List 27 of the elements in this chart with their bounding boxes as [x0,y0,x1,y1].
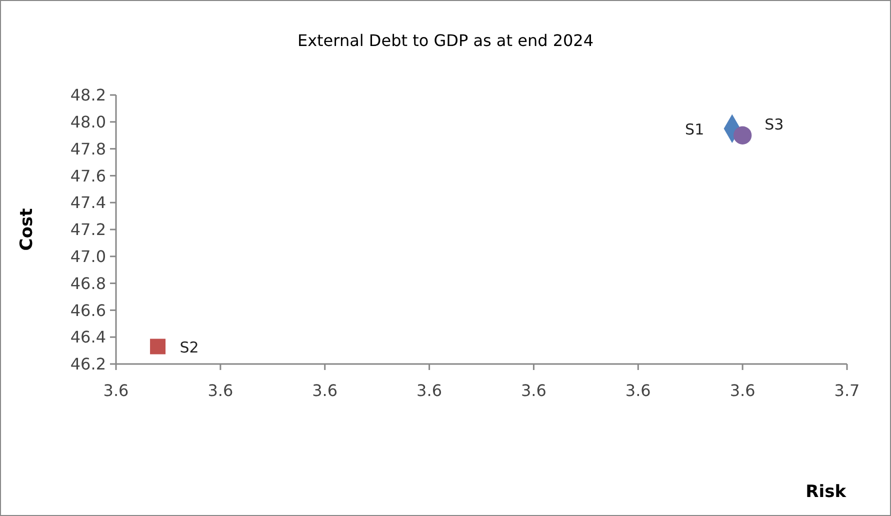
x-tick-label: 3.6 [312,381,338,400]
series-label: S2 [180,338,199,357]
x-tick-label: 3.6 [208,381,234,400]
x-tick-label: 3.6 [625,381,651,400]
y-tick-label: 48.2 [70,86,106,105]
x-tick-label: 3.6 [520,381,546,400]
y-tick-label: 47.8 [70,139,106,158]
y-tick-label: 47.0 [70,247,106,266]
series-label: S3 [764,115,784,134]
chart-title: External Debt to GDP as at end 2024 [297,31,594,50]
x-axis-title: Risk [806,482,847,502]
y-tick-label: 46.4 [70,328,106,347]
x-tick-label: 3.6 [103,381,129,400]
point [150,338,166,354]
x-tick-label: 3.7 [834,381,860,400]
y-tick-label: 46.2 [70,354,106,374]
x-tick-label: 3.6 [416,381,442,400]
y-axis-title: Cost [17,208,37,251]
point [733,126,752,144]
y-tick-label: 46.8 [70,274,106,293]
series-label: S1 [685,120,704,139]
x-tick-label: 3.6 [730,381,756,400]
y-tick-label: 47.4 [70,193,106,212]
y-tick-label: 47.2 [70,220,106,240]
y-tick-label: 48.0 [70,112,106,132]
y-tick-label: 46.6 [70,300,106,320]
y-tick-label: 47.6 [70,166,106,186]
